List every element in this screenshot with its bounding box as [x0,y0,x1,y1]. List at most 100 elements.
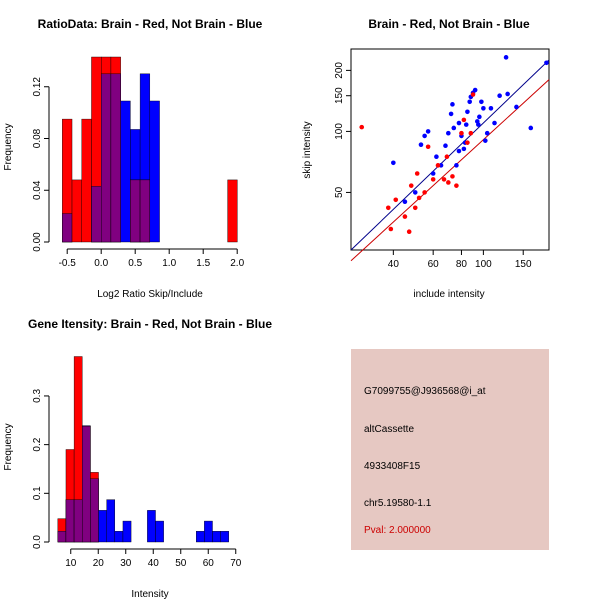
intensity-x-tick-label: 50 [175,558,187,569]
ratio-histogram: RatioData: Brain - Red, Not Brain - Blue… [3,17,263,300]
scatter-point-red [430,177,436,182]
scatter-point-blue [484,130,490,136]
intensity-bar-blue [147,510,156,543]
scatter-fit-line-red [350,79,550,262]
scatter-point-blue [443,143,448,149]
scatter-point-red [454,183,459,188]
scatter-point-red [470,92,476,97]
scatter-x-tick-label: 60 [428,259,440,270]
ratio-x-tick-label: 0.0 [94,258,108,269]
clone-id: 4933408F15 [364,461,421,472]
scatter-point-red [459,130,464,136]
intensity-scatter: Brain - Red, Not Brain - Blue include in… [302,17,550,300]
scatter-ylabel: skip intensity [302,121,313,178]
scatter-point-red [444,154,450,160]
intensity-y-tick-label: 0.2 [32,437,43,451]
scatter-point-blue [434,154,439,160]
intensity-bar-blue [196,531,205,543]
scatter-point-blue [412,190,418,195]
scatter-point-blue [497,93,502,99]
scatter-point-red [388,226,394,232]
pval-text: Pval: 2.000000 [364,525,431,536]
intensity-title: Gene Itensity: Brain - Red, Not Brain - … [28,317,272,331]
scatter-point-blue [476,122,481,127]
intensity-ylabel: Frequency [3,423,14,470]
scatter-point-blue [418,142,424,147]
ratio-bar-red [81,118,92,243]
intensity-bar-overlap [65,499,75,543]
scatter-point-blue [402,199,408,205]
ratio-bar-overlap [110,73,121,243]
scatter-point-blue [456,148,462,154]
scatter-point-blue [467,99,472,105]
scatter-point-red [468,130,474,136]
intensity-x-tick-label: 60 [203,558,215,569]
scatter-x-tick-label: 80 [456,259,468,270]
ratio-bar-overlap [62,213,73,243]
scatter-point-blue [503,55,509,60]
scatter-point-blue [492,120,497,126]
scatter-point-blue [472,87,478,93]
intensity-y-tick-label: 0.0 [32,535,43,549]
scatter-point-red [402,214,408,219]
scatter-point-blue [451,125,457,131]
ratio-x-tick-label: -0.5 [59,258,77,269]
ratio-title: RatioData: Brain - Red, Not Brain - Blue [38,17,263,31]
scatter-point-red [465,140,470,145]
scatter-point-red [422,190,427,195]
ratio-bar-red [71,179,82,243]
scatter-point-blue [461,146,467,152]
scatter-y-tick-label: 100 [334,123,345,140]
scatter-point-red [425,144,431,150]
ratio-bar-blue [120,100,131,243]
scatter-point-red [414,171,420,176]
scatter-point-red [408,183,414,188]
ratio-xlabel: Log2 Ratio Skip/Include [97,289,203,300]
scatter-point-blue [465,109,470,115]
scatter-title: Brain - Red, Not Brain - Blue [368,17,530,31]
intensity-bar-overlap [57,531,67,543]
intensity-y-tick-label: 0.1 [32,486,43,500]
intensity-bar-blue [204,520,213,543]
scatter-point-red [441,177,447,182]
scatter-fit-line-blue [350,59,550,251]
scatter-y-tick-label: 50 [334,186,345,198]
scatter-point-blue [463,122,469,127]
intensity-bar-blue [114,531,124,543]
ratio-bar-overlap [100,73,112,243]
intensity-x-tick-label: 10 [65,558,77,569]
scatter-xlabel: include intensity [413,289,484,300]
intensity-histogram: Gene Itensity: Brain - Red, Not Brain - … [3,317,272,600]
intensity-bar-blue [106,499,116,543]
scatter-point-blue [481,106,486,111]
intensity-bar-blue [155,520,164,543]
scatter-point-blue [483,138,488,143]
scatter-point-blue [430,171,436,176]
scatter-point-red [406,229,412,235]
scatter-point-blue [479,99,484,105]
scatter-point-blue [391,160,396,166]
scatter-x-tick-label: 150 [515,259,532,270]
ratio-y-tick-label: 0.12 [32,77,43,97]
scatter-point-blue [450,102,455,107]
ratio-x-tick-label: 1.0 [162,258,176,269]
ratio-x-tick-label: 0.5 [128,258,142,269]
scatter-point-blue [514,104,519,110]
intensity-bar-blue [122,520,132,543]
probe-id: G7099755@J936568@i_at [364,386,486,397]
intensity-x-tick-label: 70 [230,558,242,569]
scatter-point-blue [505,91,510,97]
scatter-point-red [435,163,441,168]
scatter-point-red [446,180,451,185]
ratio-bar-overlap [91,186,102,243]
scatter-y-tick-label: 200 [334,62,345,79]
scatter-point-red [416,195,422,201]
scatter-point-blue [488,106,494,111]
scatter-point-red [450,174,455,179]
intensity-bar-overlap [90,478,99,543]
intensity-bar-blue [212,531,221,543]
scatter-point-blue [528,125,534,131]
scatter-plot-box [350,48,550,251]
scatter-point-red [359,124,365,130]
